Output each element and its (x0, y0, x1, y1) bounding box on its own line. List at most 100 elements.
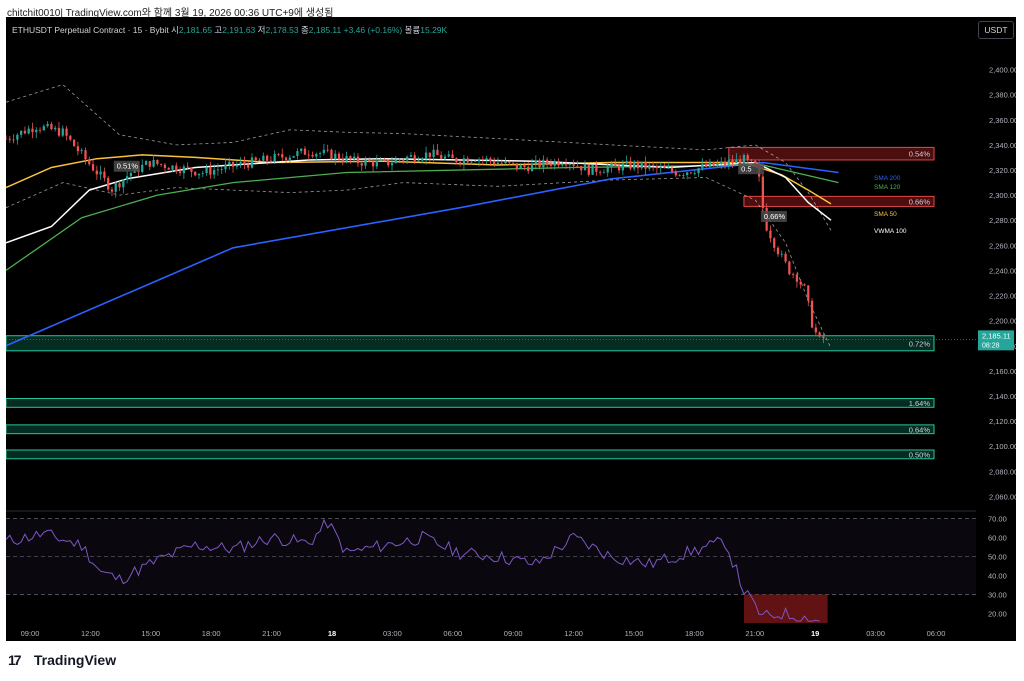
volume-value: 15.29K (420, 25, 448, 35)
candle-body (300, 148, 303, 152)
candle-body (731, 160, 734, 164)
candle (489, 156, 492, 167)
candle (561, 161, 564, 167)
candle (723, 157, 727, 169)
candle (220, 166, 223, 174)
candle (515, 163, 519, 172)
price-tick-6: 2,280.00 (989, 216, 1016, 225)
candle-body (156, 159, 159, 164)
candle (610, 161, 613, 173)
candle (428, 152, 431, 163)
candle-body (141, 164, 144, 172)
candle-body (368, 159, 371, 162)
price-tick-4: 2,320.00 (989, 166, 1016, 175)
candle (91, 159, 95, 172)
ohlc-legend[interactable]: ETHUSDT Perpetual Contract · 15 · Bybit … (12, 24, 447, 36)
candle-body (16, 134, 19, 140)
candle-body (462, 158, 466, 164)
candle-body (383, 159, 386, 161)
candle (175, 162, 178, 175)
price-tick-3: 2,340.00 (989, 141, 1016, 150)
candle (617, 163, 621, 174)
candle-body (303, 148, 307, 155)
candle (326, 144, 329, 153)
candle (716, 159, 719, 167)
candle (349, 155, 352, 164)
candle (318, 151, 322, 158)
candle-body (693, 173, 696, 175)
candle-body (636, 161, 640, 169)
candle-body (822, 336, 825, 339)
candle-body (50, 123, 53, 130)
zone-support-3 (6, 398, 935, 408)
price-tick-12: 2,160.00 (989, 367, 1016, 376)
candle-body (69, 135, 72, 140)
candle (110, 186, 114, 197)
chart-frame[interactable]: 0.54% 0.66% 0.72% 1.64% 0.64% 0.50% SMA 200 SM… (6, 17, 1016, 641)
candle-body (440, 155, 443, 159)
candle (197, 173, 201, 180)
price-tick-16: 2,080.00 (989, 467, 1016, 476)
candle (167, 167, 170, 170)
candle (292, 155, 295, 158)
candle-body (493, 161, 496, 165)
candle (792, 272, 795, 279)
candle (746, 153, 749, 164)
candle-body (583, 164, 587, 171)
candle-body (364, 159, 367, 166)
bands-layer (6, 84, 832, 349)
price-tick-8: 2,240.00 (989, 266, 1016, 275)
candle (670, 164, 674, 174)
candle (88, 156, 91, 166)
candle-body (61, 128, 64, 136)
candle-body (633, 161, 636, 169)
candle-body (470, 161, 473, 163)
candle-body (281, 154, 284, 158)
candle (31, 122, 34, 139)
candle-body (784, 253, 787, 262)
candle-body (235, 164, 238, 167)
candle (788, 260, 791, 276)
candle-body (621, 163, 624, 171)
candle (421, 157, 424, 164)
band-upper (6, 84, 832, 231)
currency-button[interactable]: USDT (978, 21, 1014, 39)
candle-body (443, 156, 447, 159)
candle (65, 125, 68, 141)
chart-tag-bg-0 (113, 160, 140, 172)
candle (458, 160, 462, 167)
candle (35, 127, 38, 139)
rsi-tick-2: 50.00 (988, 553, 1007, 562)
candle (493, 157, 496, 167)
candle (205, 164, 208, 176)
candle-body (247, 164, 250, 168)
candle-body (485, 158, 488, 160)
chart-canvas[interactable]: 0.54%0.66%0.72%1.64%0.64%0.50% SMA 200SM… (6, 17, 1016, 641)
candle-body (345, 156, 348, 162)
band-lower (6, 177, 832, 349)
candle (141, 159, 144, 174)
candle-body (606, 167, 609, 173)
candle (795, 273, 799, 288)
tradingview-logo-icon: 17 (8, 652, 22, 668)
symbol-label[interactable]: ETHUSDT Perpetual Contract · 15 · Bybit (12, 25, 169, 35)
candle-body (387, 159, 390, 166)
candle (80, 148, 83, 154)
candle-body (447, 154, 450, 157)
candle (644, 156, 647, 175)
candle (247, 162, 250, 171)
candle (682, 173, 685, 179)
candle (6, 135, 8, 140)
candle-body (197, 173, 201, 176)
line-label-2: SMA 50 (874, 211, 897, 218)
rsi-tick-4: 30.00 (988, 591, 1007, 600)
zone-resistance-0 (728, 146, 935, 161)
candle (269, 156, 273, 164)
tradingview-brand[interactable]: 17 TradingView (8, 652, 116, 668)
last-price-tag (978, 330, 1014, 351)
candle (281, 148, 284, 162)
candle (481, 155, 484, 166)
candle (38, 127, 42, 134)
time-tick-12: 21:00 (745, 629, 764, 638)
candle-body (118, 183, 121, 188)
